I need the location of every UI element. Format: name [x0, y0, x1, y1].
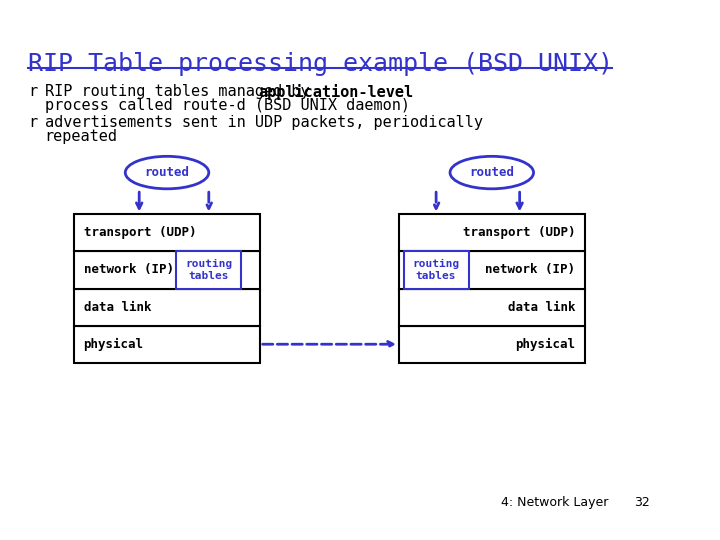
Text: transport (UDP): transport (UDP) — [84, 226, 196, 239]
Text: application-level: application-level — [258, 84, 413, 100]
Text: physical: physical — [516, 338, 575, 351]
Bar — [74, 252, 260, 288]
Text: network (IP): network (IP) — [84, 264, 174, 276]
Text: network (IP): network (IP) — [485, 264, 575, 276]
Text: routed: routed — [145, 166, 189, 179]
Text: routing
tables: routing tables — [185, 259, 233, 281]
Bar — [399, 214, 585, 252]
Ellipse shape — [450, 157, 534, 189]
Text: physical: physical — [84, 338, 143, 351]
Ellipse shape — [125, 157, 209, 189]
Text: RIP routing tables managed by: RIP routing tables managed by — [45, 84, 318, 99]
Bar — [399, 326, 585, 363]
Bar — [399, 252, 585, 288]
Bar — [74, 214, 260, 252]
Bar — [176, 252, 241, 288]
Text: data link: data link — [508, 301, 575, 314]
Text: r: r — [28, 115, 37, 130]
Text: routing
tables: routing tables — [413, 259, 460, 281]
Text: RIP Table processing example (BSD UNIX): RIP Table processing example (BSD UNIX) — [28, 52, 613, 76]
Text: r: r — [28, 84, 37, 99]
Text: advertisements sent in UDP packets, periodically: advertisements sent in UDP packets, peri… — [45, 115, 482, 130]
Bar — [74, 326, 260, 363]
Bar — [404, 252, 469, 288]
Text: data link: data link — [84, 301, 151, 314]
Bar — [74, 288, 260, 326]
Text: repeated: repeated — [45, 129, 117, 144]
Text: transport (UDP): transport (UDP) — [463, 226, 575, 239]
Text: 32: 32 — [634, 496, 649, 509]
Bar — [399, 288, 585, 326]
Text: 4: Network Layer: 4: Network Layer — [501, 496, 608, 509]
Text: routed: routed — [469, 166, 514, 179]
Text: process called route-d (BSD UNIX daemon): process called route-d (BSD UNIX daemon) — [45, 98, 410, 113]
